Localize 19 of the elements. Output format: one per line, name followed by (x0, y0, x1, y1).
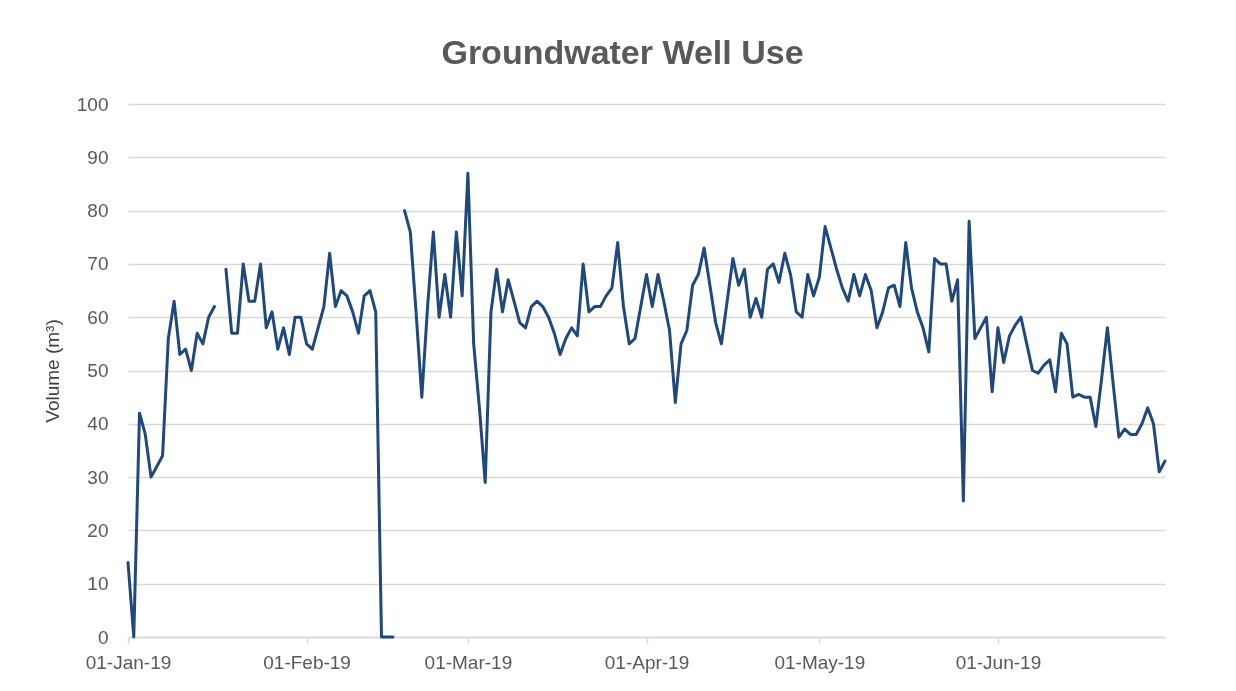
y-tick-label: 40 (87, 413, 109, 435)
y-tick-label: 60 (87, 306, 109, 328)
x-tick-label: 01-Jun-19 (955, 651, 1042, 673)
x-tick-label: 01-Mar-19 (424, 651, 513, 673)
x-tick-label: 01-Feb-19 (263, 651, 351, 673)
x-tick-label: 01-May-19 (774, 651, 866, 673)
y-tick-label: 90 (87, 146, 109, 168)
y-tick-label: 50 (87, 360, 109, 381)
y-tick-label: 80 (87, 200, 109, 222)
y-tick-label: 0 (97, 626, 109, 648)
x-tick-label: 01-Apr-19 (604, 651, 690, 673)
y-tick-label: 70 (87, 253, 109, 275)
y-tick-label: 100 (76, 93, 109, 115)
chart-title: Groundwater Well Use (441, 33, 804, 71)
y-tick-label: 20 (87, 519, 109, 541)
y-axis-title: Volume (m³) (41, 319, 63, 423)
y-tick-label: 30 (87, 466, 109, 488)
x-tick-label: 01-Jan-19 (85, 651, 172, 673)
y-tick-label: 10 (87, 573, 109, 595)
